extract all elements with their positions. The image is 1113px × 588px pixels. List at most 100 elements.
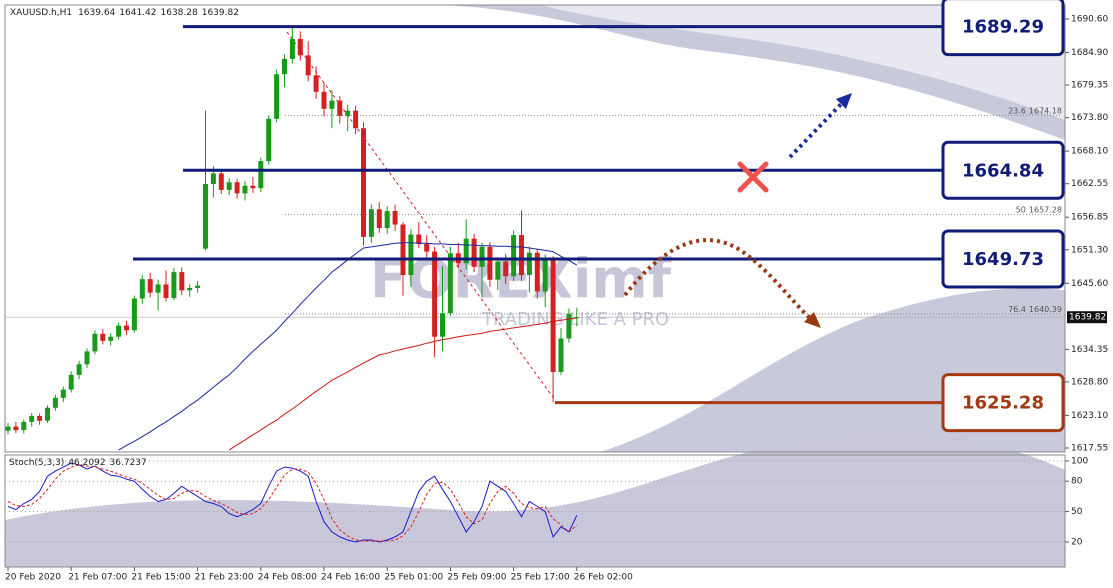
y-tick-label: 50 bbox=[1071, 507, 1083, 517]
candle-body bbox=[210, 173, 216, 185]
candle-body bbox=[5, 426, 11, 431]
candle-body bbox=[60, 389, 66, 398]
candle-body bbox=[534, 252, 540, 292]
main-frame bbox=[4, 4, 1066, 453]
candle-body bbox=[463, 238, 469, 264]
level-label: 1689.29 bbox=[962, 17, 1044, 38]
candle-body bbox=[345, 110, 351, 116]
candle-body bbox=[108, 336, 114, 341]
fib-ratio: 50 bbox=[1016, 205, 1026, 214]
candle-body bbox=[424, 243, 430, 252]
x-tick-label: 25 Feb 01:00 bbox=[384, 573, 443, 583]
cross-mark bbox=[737, 161, 769, 193]
candle-body bbox=[408, 234, 414, 276]
y-tick-label: 1684.90 bbox=[1071, 48, 1108, 58]
arrow-head bbox=[836, 93, 852, 109]
candle-body bbox=[29, 415, 35, 422]
candle-body bbox=[368, 209, 374, 237]
fib-price: 1657.28 bbox=[1029, 205, 1062, 214]
candle-body bbox=[329, 100, 335, 109]
candle-body bbox=[353, 110, 359, 129]
candle-body bbox=[274, 74, 280, 119]
candle-body bbox=[155, 284, 161, 293]
plot: 1690.60 1684.90 1679.35 1673.80 1668.10 1662.… bbox=[5, 0, 1108, 583]
candle-body bbox=[52, 397, 58, 408]
level-box bbox=[941, 373, 1065, 433]
level-box bbox=[941, 229, 1065, 289]
candle-body bbox=[392, 211, 398, 225]
candle-body bbox=[218, 173, 224, 190]
fib-label: 23.6 1674.18 bbox=[1008, 106, 1062, 115]
fib-ratio: 76.4 bbox=[1008, 304, 1026, 313]
candle-body bbox=[171, 272, 177, 298]
candle-body bbox=[574, 317, 580, 319]
candle-body bbox=[519, 235, 524, 276]
candle-body bbox=[432, 251, 438, 337]
candle-body bbox=[384, 211, 390, 229]
candle-body bbox=[282, 58, 287, 75]
candle-body bbox=[289, 38, 295, 59]
y-tick-label: 1662.55 bbox=[1071, 179, 1108, 189]
y-tick-label: 1645.60 bbox=[1071, 279, 1108, 289]
candle-body bbox=[21, 421, 27, 431]
fib-ratio: 23.6 bbox=[1008, 106, 1026, 115]
y-tick-label: 1617.55 bbox=[1071, 444, 1108, 454]
candle-body bbox=[376, 209, 382, 229]
last-price-label: 1639.82 bbox=[1069, 313, 1106, 323]
level-label: 1649.73 bbox=[962, 249, 1044, 270]
candle-body bbox=[234, 182, 240, 194]
candle-body bbox=[68, 374, 74, 390]
level-label: 1625.28 bbox=[962, 393, 1044, 414]
candle-body bbox=[487, 246, 493, 280]
candle-body bbox=[76, 364, 82, 375]
watermark-tagline: TRADING LIKE A PRO bbox=[481, 309, 669, 330]
y-tick-label: 1628.80 bbox=[1071, 377, 1108, 387]
stoch-header: Stoch(5,3,3) 46.2092 36.7237 bbox=[9, 458, 147, 468]
candle-body bbox=[226, 182, 232, 190]
candle-body bbox=[337, 100, 343, 116]
x-tick-label: 21 Feb 23:00 bbox=[195, 573, 254, 583]
level-box bbox=[941, 0, 1065, 57]
candle-body bbox=[131, 298, 137, 331]
candle-body bbox=[258, 161, 264, 189]
candle-body bbox=[297, 38, 303, 56]
x-tick-label: 25 Feb 09:00 bbox=[447, 573, 506, 583]
candle-body bbox=[100, 333, 106, 341]
candle-body bbox=[503, 261, 509, 277]
candle-body bbox=[313, 75, 319, 92]
candle-body bbox=[361, 128, 366, 237]
candle-body bbox=[37, 415, 43, 421]
level-box bbox=[941, 140, 1065, 200]
candle-body bbox=[124, 325, 129, 331]
candle-body bbox=[203, 184, 208, 249]
y-tick-label: 1673.80 bbox=[1071, 113, 1108, 123]
x-tick-label: 21 Feb 07:00 bbox=[68, 573, 127, 583]
candle-body bbox=[92, 333, 98, 352]
header: XAUUSD.h,H1 1639.64 1641.42 1638.28 1639.82 bbox=[10, 8, 239, 18]
candle-body bbox=[447, 253, 453, 314]
candle-body bbox=[84, 351, 90, 365]
candle-body bbox=[440, 313, 445, 337]
candle-body bbox=[266, 118, 272, 162]
x-tick-label: 26 Feb 02:00 bbox=[574, 573, 633, 583]
candle-body bbox=[163, 284, 169, 298]
candle-body bbox=[526, 252, 532, 276]
fib-label: 50 1657.28 bbox=[1016, 205, 1062, 214]
y-tick-label: 1651.30 bbox=[1071, 245, 1108, 255]
indicator-line bbox=[228, 317, 577, 451]
candle-body bbox=[558, 338, 564, 372]
stoch-frame bbox=[4, 454, 1066, 568]
candle-body bbox=[187, 287, 193, 291]
fib-price: 1640.39 bbox=[1029, 304, 1062, 313]
y-tick-label: 1668.10 bbox=[1071, 147, 1108, 157]
candle-body bbox=[116, 325, 122, 337]
candle-body bbox=[242, 185, 248, 194]
candle-body bbox=[147, 279, 153, 293]
y-tick-label: 20 bbox=[1071, 537, 1083, 547]
candle-body bbox=[13, 426, 19, 431]
candle-body bbox=[511, 235, 517, 277]
candle-body bbox=[542, 259, 548, 292]
y-tick-label: 1679.35 bbox=[1071, 81, 1108, 91]
candle-body bbox=[321, 91, 327, 109]
